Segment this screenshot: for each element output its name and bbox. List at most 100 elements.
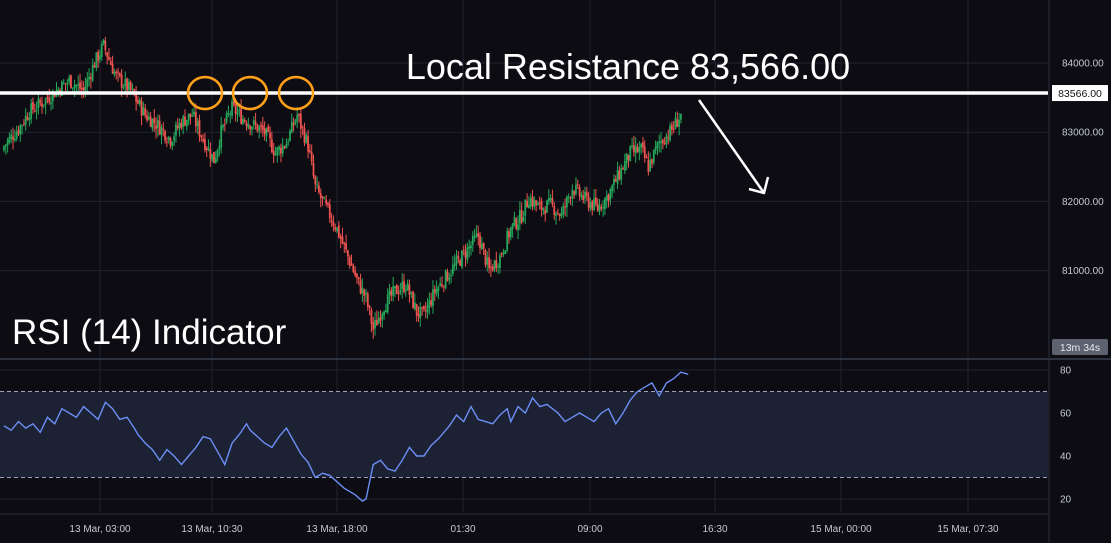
candle-body [616,169,619,184]
rsi-tick-label: 20 [1060,495,1072,506]
candle-body [178,122,181,129]
candle-body [410,292,413,294]
candle-body [173,136,176,141]
candle-body [312,162,315,177]
candle-body [394,286,396,289]
candle-body [93,65,96,68]
candle-body [486,257,489,265]
candle-body [567,196,570,198]
candle-body [24,115,27,125]
candle-body [361,287,364,294]
candle-body [106,52,109,58]
time-tick-label: 13 Mar, 10:30 [181,524,243,535]
candle-body [305,135,308,143]
candle-body [189,113,192,117]
candle-body [629,145,632,161]
candle-body [676,119,679,127]
candle-body [428,299,431,308]
candle-body [509,227,512,237]
candle-body [153,118,156,124]
candle-body [270,139,273,153]
candle-body [33,110,36,112]
candle-body [8,137,11,143]
candle-body [562,205,565,215]
candle-body [433,289,436,293]
candle-body [363,289,366,296]
candle-body [468,246,471,249]
candle-body [149,116,152,127]
candle-body [314,176,317,185]
candle-body [245,123,248,127]
candle-body [524,199,527,216]
rsi-band-group [0,391,1048,478]
resistance-annotation: Local Resistance 83,566.00 [406,46,850,87]
candle-body [678,119,681,127]
candle-body [446,271,449,282]
candle-body [158,120,161,135]
candle-body [370,310,373,324]
time-tick-label: 09:00 [577,524,602,535]
candle-body [100,44,103,57]
candle-body [640,143,643,148]
candle-body [12,136,14,141]
candle-body [643,146,646,158]
candle-body [127,81,130,91]
candle-body [526,200,528,208]
candle-body [404,289,407,292]
candle-body [495,260,498,268]
candle-body [73,85,76,89]
candle-body [160,127,163,136]
candle-body [522,217,525,222]
candle-body [614,179,617,182]
candle-body [649,160,652,171]
candle-body [352,265,355,272]
candle-body [3,146,5,150]
candle-body [77,84,80,86]
candle-body [236,112,239,115]
candle-body [111,63,114,74]
candle-body [204,138,206,151]
candle-body [585,192,588,197]
candle-body [535,200,538,206]
candle-body [200,135,203,138]
candle-body [13,138,16,141]
candle-body [243,119,246,122]
countdown-tag [1052,339,1108,355]
candle-body [225,112,228,123]
candle-body [502,252,505,254]
candle-body [397,292,400,295]
candle-body [328,204,331,219]
candle-body [593,198,595,210]
candle-body [528,205,530,209]
candle-body [147,116,150,120]
candle-body [102,39,105,44]
candle-body [113,71,116,75]
candle-body [339,236,342,239]
candle-body [464,251,467,258]
candle-body [62,82,65,84]
rsi-line [3,371,689,502]
candle-body [162,128,165,130]
candle-body [216,149,219,158]
candle-body [232,99,235,105]
candle-body [156,119,159,128]
candle-body [171,142,174,147]
candle-body [497,266,500,268]
candle-body [531,196,534,207]
candle-body [663,143,666,145]
candle-body [453,263,456,267]
candle-body [79,82,81,89]
candle-body [184,116,186,126]
candle-body [155,125,157,129]
candle-body [260,125,262,127]
candle-body [401,282,404,290]
candle-body [39,100,42,103]
candle-body [479,235,481,249]
candle-body [97,51,100,61]
candle-body [359,280,362,294]
candle-body [70,75,72,89]
candle-body [131,88,134,90]
candle-body [44,98,47,105]
candle-body [670,124,673,130]
